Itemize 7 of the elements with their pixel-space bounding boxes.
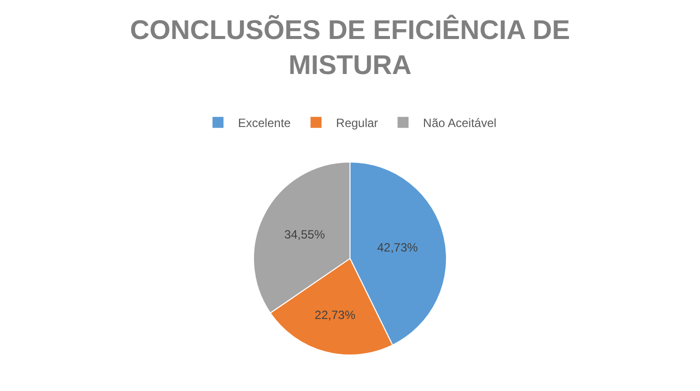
legend-label: Excelente — [238, 116, 292, 130]
data-label: 42,73% — [377, 240, 418, 254]
legend-label: Regular — [336, 116, 378, 130]
chart-title: CONCLUSÕES DE EFICIÊNCIA DE MISTURA — [130, 14, 570, 80]
data-label: 22,73% — [314, 308, 356, 322]
data-label: 34,55% — [284, 228, 326, 242]
legend-label: Não Aceitável — [423, 116, 496, 130]
